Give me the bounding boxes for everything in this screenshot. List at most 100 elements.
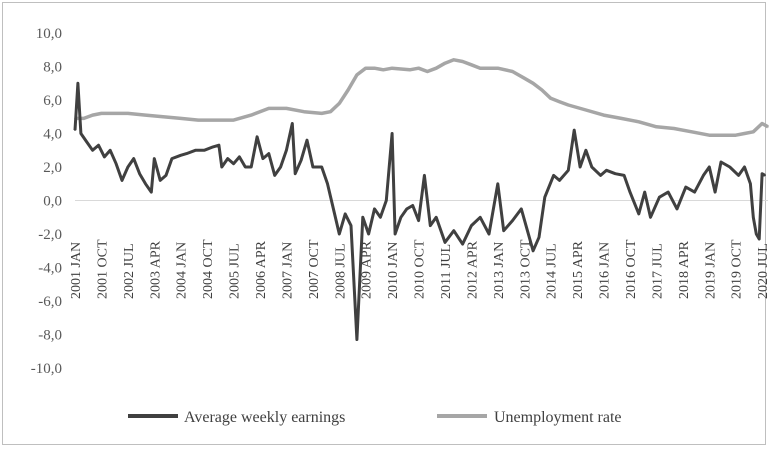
data-point xyxy=(285,107,288,110)
data-point xyxy=(303,110,305,113)
x-tick-label: 2020 JUL xyxy=(756,243,770,299)
data-point xyxy=(729,166,731,168)
data-point xyxy=(435,216,438,219)
data-point xyxy=(470,224,473,227)
data-point xyxy=(558,179,561,182)
data-point xyxy=(80,132,82,135)
data-point xyxy=(85,141,88,143)
data-point xyxy=(373,67,376,69)
data-point xyxy=(573,129,575,131)
data-point xyxy=(373,208,376,210)
data-point xyxy=(394,233,396,235)
data-point xyxy=(693,191,696,193)
data-point xyxy=(761,172,763,175)
data-point xyxy=(726,134,728,136)
y-tick-label: 6,0 xyxy=(43,93,62,109)
x-tick-label: 2016 OCT xyxy=(624,239,639,299)
data-point xyxy=(426,70,429,73)
data-point xyxy=(312,166,314,168)
x-tick-label: 2010 OCT xyxy=(413,239,428,299)
data-point xyxy=(268,107,270,110)
data-point xyxy=(338,233,341,235)
data-point xyxy=(585,109,587,111)
data-point xyxy=(232,162,235,165)
data-point xyxy=(115,162,117,165)
data-point xyxy=(591,166,593,168)
data-point xyxy=(364,67,367,69)
data-point xyxy=(411,204,414,207)
data-point xyxy=(444,62,446,64)
legend-label-average-weekly-earnings: Average weekly earnings xyxy=(184,409,345,426)
data-point xyxy=(623,174,625,177)
data-point xyxy=(185,152,188,155)
x-tick-label: 2006 APR xyxy=(254,240,269,299)
data-point xyxy=(638,213,640,215)
data-point xyxy=(347,89,349,91)
data-point xyxy=(291,122,294,125)
data-point xyxy=(549,97,552,100)
data-point xyxy=(320,112,323,115)
data-point xyxy=(755,233,758,235)
data-point xyxy=(400,216,402,219)
x-axis-tick-labels: 2001 JAN 2001 OCT 2002 JUL 2003 APR 2004 JAN… xyxy=(69,239,770,299)
data-point xyxy=(417,67,420,69)
data-point xyxy=(344,213,347,215)
data-point xyxy=(367,233,370,235)
data-point xyxy=(702,174,705,177)
series-line-average-weekly-earnings xyxy=(73,81,766,341)
y-tick-label: 2,0 xyxy=(43,160,62,176)
y-tick-label: 4,0 xyxy=(43,127,62,143)
x-tick-label: 2008 JUL xyxy=(333,243,348,299)
data-point xyxy=(567,104,570,106)
y-tick-label: -2,0 xyxy=(38,227,62,243)
data-point xyxy=(737,174,740,177)
data-point xyxy=(453,229,455,232)
data-point xyxy=(658,196,661,198)
data-point xyxy=(250,114,252,116)
data-point xyxy=(97,144,100,146)
data-point xyxy=(567,169,570,172)
data-point xyxy=(743,132,746,135)
data-point xyxy=(435,67,438,69)
data-point xyxy=(221,166,223,168)
data-point xyxy=(685,186,687,188)
data-point xyxy=(162,116,164,118)
data-point xyxy=(91,114,94,116)
data-point xyxy=(502,229,505,232)
data-point xyxy=(667,191,669,193)
data-point xyxy=(77,82,79,85)
data-point xyxy=(138,172,141,175)
data-point xyxy=(285,149,288,152)
data-point xyxy=(585,149,587,152)
data-point xyxy=(350,224,352,227)
data-point xyxy=(262,157,264,160)
data-point xyxy=(453,59,455,61)
data-point xyxy=(752,216,755,219)
data-point xyxy=(109,112,111,115)
x-tick-label: 2015 APR xyxy=(571,240,586,299)
data-point xyxy=(159,179,161,182)
data-point xyxy=(132,157,135,160)
data-point xyxy=(523,77,526,79)
x-tick-label: 2001 JAN xyxy=(69,242,84,299)
data-point xyxy=(74,129,76,131)
data-point xyxy=(356,338,358,341)
data-point xyxy=(602,114,605,116)
data-point xyxy=(391,132,393,135)
x-tick-label: 2004 OCT xyxy=(201,239,216,299)
y-tick-label: 0,0 xyxy=(43,194,62,210)
data-point xyxy=(379,216,382,219)
data-point xyxy=(532,82,534,85)
data-point xyxy=(479,216,482,219)
data-point xyxy=(423,174,426,177)
data-point xyxy=(461,60,464,63)
data-point xyxy=(294,172,297,175)
data-point xyxy=(429,224,432,227)
data-point xyxy=(520,208,523,210)
data-point xyxy=(279,166,282,168)
data-point xyxy=(497,67,499,69)
x-tick-label: 2004 JAN xyxy=(175,242,190,299)
data-point xyxy=(749,183,752,185)
data-point xyxy=(150,191,153,193)
data-point xyxy=(497,183,499,185)
